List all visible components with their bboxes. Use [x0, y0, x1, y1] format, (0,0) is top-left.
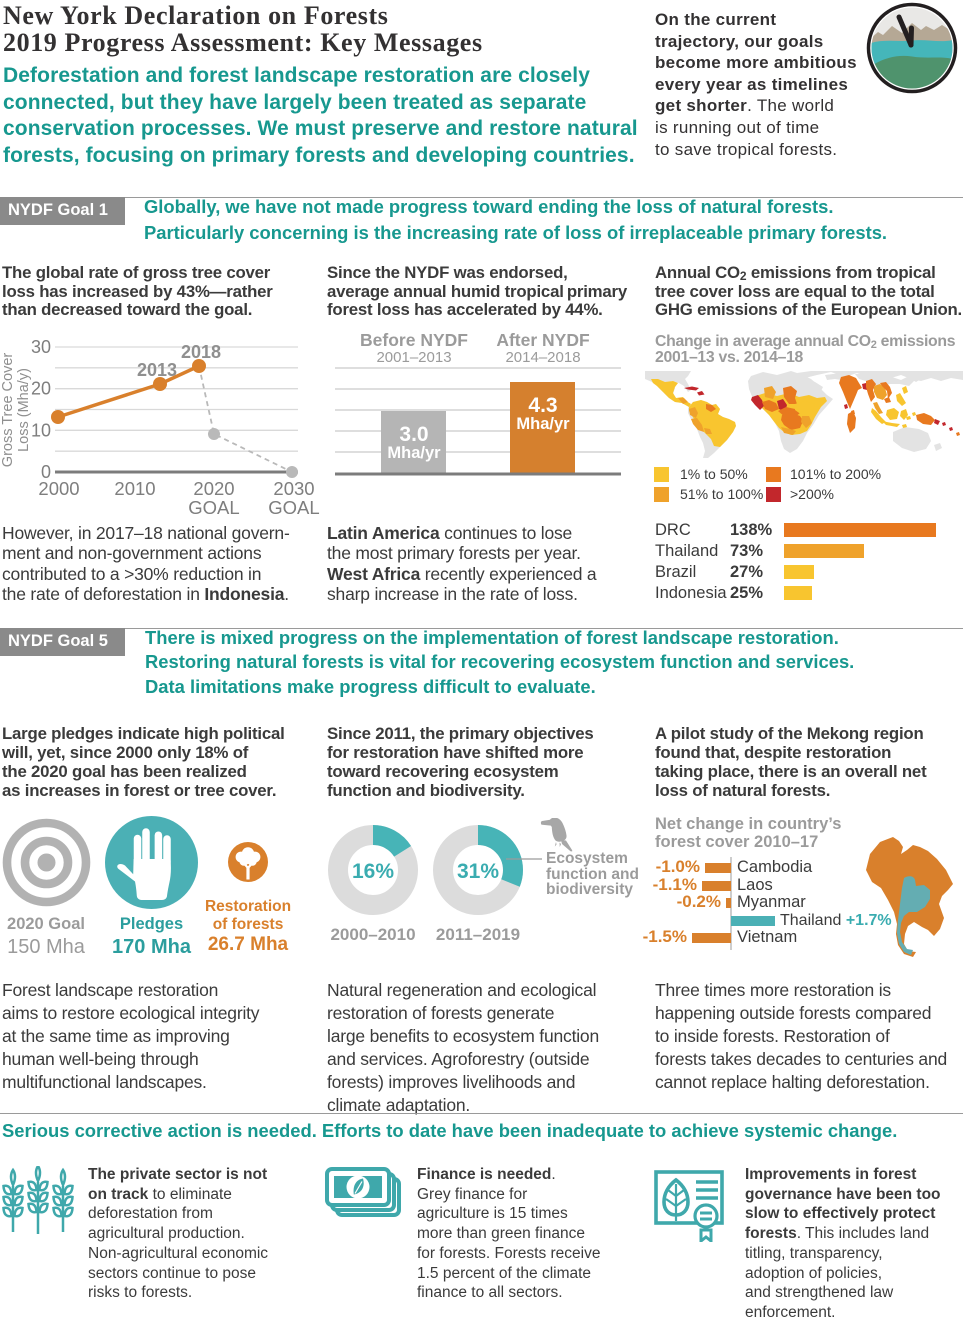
svg-text:Thailand +1.7%: Thailand +1.7%: [780, 912, 892, 929]
svg-text:16%: 16%: [352, 860, 394, 883]
svg-text:3.0: 3.0: [399, 423, 428, 446]
svg-text:-0.2%: -0.2%: [677, 892, 721, 911]
svg-text:2030: 2030: [273, 478, 314, 499]
svg-text:0: 0: [41, 462, 51, 482]
svg-text:After NYDF: After NYDF: [496, 330, 590, 350]
svg-text:Laos: Laos: [737, 876, 773, 894]
svg-text:2001–2013: 2001–2013: [376, 349, 451, 366]
svg-text:Mha/yr: Mha/yr: [516, 415, 570, 433]
svg-text:Mha/yr: Mha/yr: [387, 444, 441, 462]
svg-text:Loss (Mha/y): Loss (Mha/y): [16, 368, 32, 452]
svg-text:-1.5%: -1.5%: [643, 927, 687, 946]
svg-text:GOAL: GOAL: [268, 497, 319, 515]
svg-text:2010: 2010: [114, 478, 155, 499]
svg-text:GOAL: GOAL: [188, 497, 239, 515]
svg-text:-1.0%: -1.0%: [656, 857, 700, 876]
svg-text:2018: 2018: [181, 342, 221, 362]
svg-text:Myanmar: Myanmar: [737, 893, 806, 911]
svg-text:2020: 2020: [193, 478, 234, 499]
svg-text:2000: 2000: [38, 478, 79, 499]
svg-text:2013: 2013: [137, 360, 177, 380]
svg-text:Gross Tree Cover: Gross Tree Cover: [0, 353, 16, 468]
svg-text:10: 10: [31, 420, 51, 440]
svg-text:-1.1%: -1.1%: [653, 875, 697, 894]
svg-text:Cambodia: Cambodia: [737, 858, 813, 876]
svg-text:4.3: 4.3: [528, 394, 557, 417]
svg-text:30: 30: [31, 337, 51, 357]
svg-text:Vietnam: Vietnam: [737, 928, 797, 946]
svg-text:31%: 31%: [457, 860, 499, 883]
svg-text:2014–2018: 2014–2018: [505, 349, 580, 366]
svg-text:Before NYDF: Before NYDF: [360, 330, 468, 350]
svg-text:20: 20: [31, 379, 51, 399]
